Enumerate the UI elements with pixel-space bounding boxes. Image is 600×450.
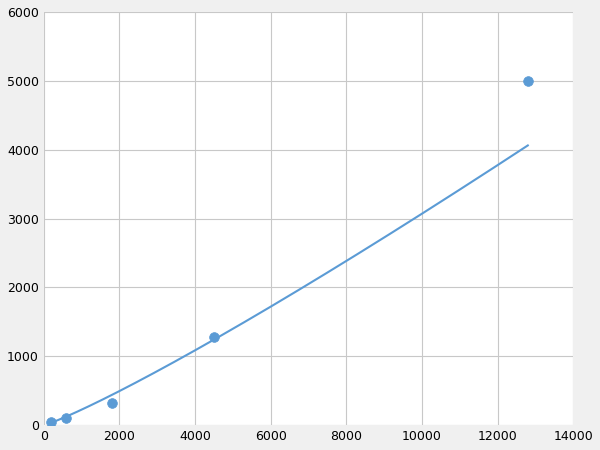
Point (107, 400, 116, 407)
Point (62, 415, 71, 422)
Point (47, 418, 56, 425)
Point (523, 77, 533, 85)
Point (209, 333, 219, 341)
